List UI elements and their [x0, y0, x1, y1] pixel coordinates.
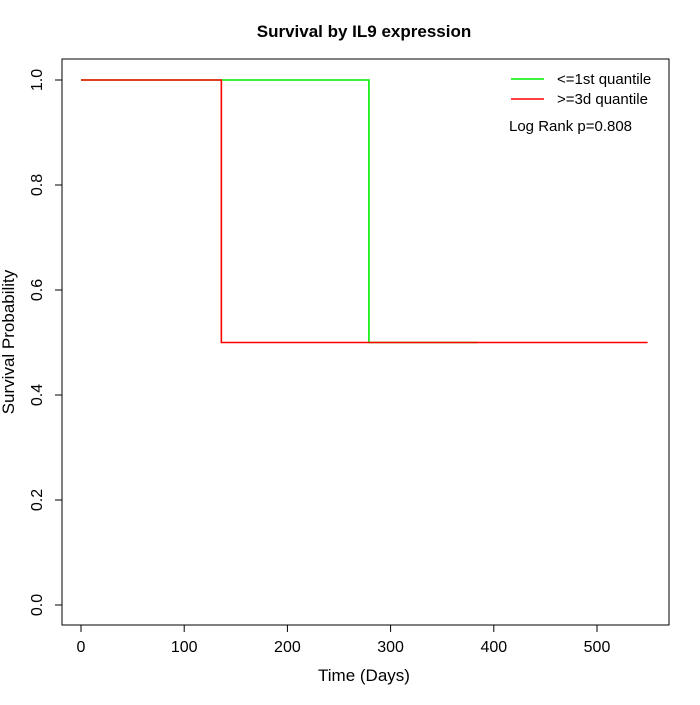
log-rank-annotation: Log Rank p=0.808 — [509, 118, 632, 135]
legend-label: >=3d quantile — [557, 91, 648, 108]
y-tick-label: 0.6 — [29, 279, 46, 301]
x-tick-label: 500 — [584, 639, 611, 656]
x-tick-label: 0 — [77, 639, 86, 656]
y-tick-label: 0.0 — [29, 594, 46, 616]
legend-label: <=1st quantile — [557, 71, 651, 88]
y-tick-label: 0.4 — [29, 384, 46, 406]
x-tick-label: 400 — [480, 639, 507, 656]
y-axis-label: Survival Probability — [0, 269, 18, 414]
x-tick-label: 300 — [377, 639, 404, 656]
survival-curve-1 — [81, 79, 478, 344]
chart-title: Survival by IL9 expression — [257, 22, 471, 41]
survival-curve-2 — [81, 79, 648, 344]
x-tick-label: 100 — [171, 639, 198, 656]
x-axis-label: Time (Days) — [318, 666, 410, 685]
y-tick-label: 0.8 — [29, 174, 46, 196]
y-tick-label: 1.0 — [29, 69, 46, 91]
y-tick-label: 0.2 — [29, 489, 46, 511]
x-tick-label: 200 — [274, 639, 301, 656]
